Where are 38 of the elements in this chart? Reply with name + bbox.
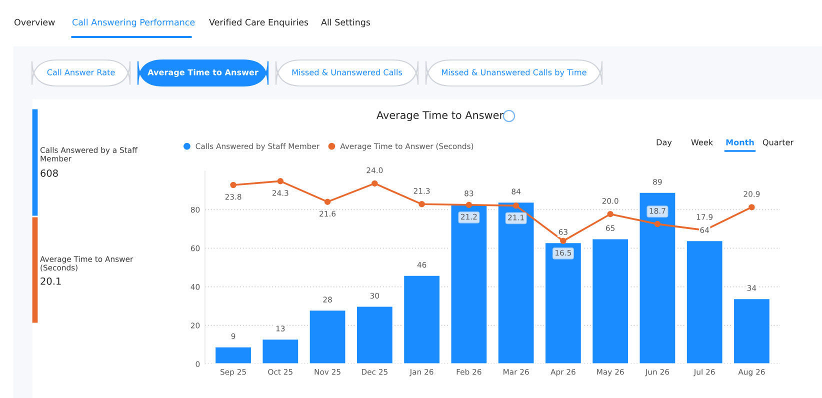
chart-title: Average Time to Answer [376, 110, 504, 122]
text: Overview [14, 18, 55, 26]
point [607, 210, 614, 218]
point [372, 180, 378, 187]
text: 608 [40, 169, 58, 177]
text: Call Answer Rate [47, 69, 115, 76]
text: Day [656, 139, 672, 147]
bar [496, 201, 536, 364]
point [277, 178, 284, 184]
text: Verified Care Enquiries [209, 18, 308, 28]
text: Average Time to Answer [148, 69, 258, 77]
bar [356, 305, 394, 364]
bar [544, 242, 582, 364]
bar [638, 192, 677, 364]
text: Week [691, 139, 714, 146]
text: Month [726, 139, 754, 146]
text: Missed & Unanswered Calls by Time [442, 69, 586, 77]
bar [686, 240, 724, 364]
point [466, 202, 472, 208]
text: Quarter [762, 139, 794, 146]
text: All Settings [321, 18, 370, 28]
bar [402, 274, 441, 364]
bar [732, 298, 771, 364]
text: Missed & Unanswered Calls [292, 69, 402, 76]
point [560, 238, 566, 244]
point [324, 198, 331, 205]
point [512, 202, 520, 209]
point [418, 201, 425, 208]
bar [214, 346, 252, 364]
bar [450, 203, 488, 364]
bar [261, 338, 300, 364]
bar [591, 238, 630, 364]
point [748, 204, 755, 210]
text: 20.1 [40, 277, 61, 285]
point [654, 220, 661, 228]
bar [308, 309, 347, 364]
text: Call Answering Performance [72, 18, 195, 28]
point [230, 182, 236, 188]
